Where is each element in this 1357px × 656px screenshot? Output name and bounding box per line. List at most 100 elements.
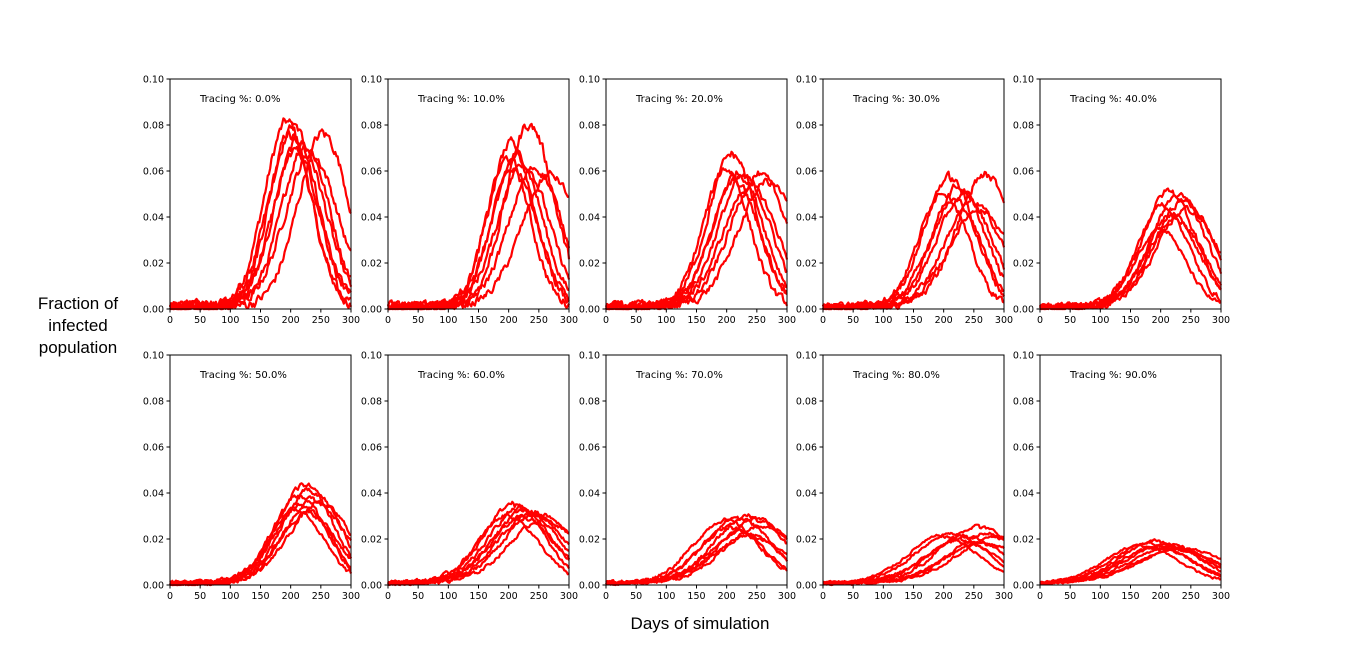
x-tick-label: 0: [1037, 591, 1043, 602]
x-tick-label: 0: [603, 315, 609, 326]
x-tick-label: 200: [500, 591, 518, 602]
series-line-run-8: [169, 152, 352, 311]
series-line-run-7: [605, 524, 788, 586]
x-tick-label: 100: [874, 591, 892, 602]
x-tick-label: 300: [778, 591, 796, 602]
y-tick-label: 0.08: [143, 121, 164, 132]
panel-annotation: Tracing %: 40.0%: [1069, 94, 1157, 105]
y-tick-label: 0.08: [143, 397, 164, 408]
panel-8: 0.00 0.02 0.04 0.06 0.08 0.10 0 50 100 150 200 250 3…: [579, 351, 796, 603]
series-line-run-8: [388, 169, 570, 311]
y-tick-label: 0.10: [579, 75, 600, 86]
x-tick-label: 0: [167, 315, 173, 326]
y-tick-label: 0.02: [1013, 535, 1034, 546]
y-tick-label: 0.08: [579, 121, 600, 132]
y-tick-label: 0.10: [796, 75, 817, 86]
x-tick-label: 300: [995, 315, 1013, 326]
y-axis-label-line-3: population: [38, 338, 118, 357]
y-tick-label: 0.02: [796, 259, 817, 270]
series-line-run-8: [387, 517, 569, 587]
panel-annotation: Tracing %: 0.0%: [199, 94, 280, 105]
x-tick-label: 300: [778, 315, 796, 326]
x-tick-label: 50: [1064, 315, 1076, 326]
y-tick-label: 0.10: [143, 351, 164, 362]
series-line-run-2: [1039, 202, 1222, 310]
y-tick-label: 0.04: [579, 213, 600, 224]
y-axis-label: Fraction of infected population: [18, 293, 138, 359]
y-axis-label-line-1: Fraction of: [37, 294, 119, 313]
y-tick-label: 0.08: [579, 397, 600, 408]
y-tick-label: 0.04: [143, 489, 164, 500]
x-tick-label: 250: [312, 315, 330, 326]
series-line-run-5: [169, 143, 352, 311]
x-tick-label: 50: [412, 591, 424, 602]
x-tick-label: 50: [1064, 591, 1076, 602]
y-tick-label: 0.04: [796, 213, 817, 224]
y-tick-label: 0.06: [579, 167, 600, 178]
panel-3: 0.00 0.02 0.04 0.06 0.08 0.10 0 50 100 150 200 250 3…: [579, 75, 796, 327]
series-line-run-6: [1039, 226, 1222, 311]
panel-annotation: Tracing %: 10.0%: [417, 94, 505, 105]
y-tick-label: 0.06: [796, 443, 817, 454]
y-tick-label: 0.04: [796, 489, 817, 500]
x-tick-label: 50: [630, 591, 642, 602]
y-tick-label: 0.00: [361, 305, 382, 316]
panel-9: 0.00 0.02 0.04 0.06 0.08 0.10 0 50 100 150 200 250 3…: [796, 351, 1013, 603]
y-tick-label: 0.04: [579, 489, 600, 500]
y-tick-label: 0.06: [1013, 167, 1034, 178]
panel-annotation: Tracing %: 50.0%: [199, 370, 287, 381]
series-line-run-6: [169, 506, 353, 587]
series-line-run-5: [170, 502, 352, 587]
x-tick-label: 300: [1212, 315, 1230, 326]
y-tick-label: 0.02: [1013, 259, 1034, 270]
x-tick-label: 0: [1037, 315, 1043, 326]
x-tick-label: 150: [1121, 591, 1139, 602]
panel-annotation: Tracing %: 80.0%: [852, 370, 940, 381]
x-tick-label: 100: [439, 591, 457, 602]
x-tick-label: 150: [251, 591, 269, 602]
panel-annotation: Tracing %: 20.0%: [635, 94, 723, 105]
x-tick-label: 300: [1212, 591, 1230, 602]
y-tick-label: 0.00: [579, 581, 600, 592]
y-tick-label: 0.08: [1013, 397, 1034, 408]
x-tick-label: 200: [500, 315, 518, 326]
y-tick-label: 0.10: [143, 75, 164, 86]
x-tick-label: 300: [560, 591, 578, 602]
y-tick-label: 0.00: [579, 305, 600, 316]
series-line-run-8: [1039, 215, 1223, 311]
y-tick-label: 0.02: [579, 259, 600, 270]
x-tick-label: 300: [995, 591, 1013, 602]
x-tick-label: 150: [687, 591, 705, 602]
x-tick-label: 250: [748, 315, 766, 326]
x-tick-label: 300: [560, 315, 578, 326]
x-tick-label: 150: [251, 315, 269, 326]
y-tick-label: 0.10: [796, 351, 817, 362]
y-tick-label: 0.04: [143, 213, 164, 224]
panel-annotation: Tracing %: 60.0%: [417, 370, 505, 381]
y-tick-label: 0.08: [796, 397, 817, 408]
x-tick-label: 100: [657, 591, 675, 602]
y-tick-label: 0.10: [1013, 351, 1034, 362]
x-tick-label: 250: [312, 591, 330, 602]
y-tick-label: 0.08: [796, 121, 817, 132]
x-tick-label: 250: [1182, 315, 1200, 326]
panel-7: 0.00 0.02 0.04 0.06 0.08 0.10 0 50 100 150 200 250 3…: [361, 351, 578, 603]
series-line-run-8: [823, 208, 1005, 311]
x-tick-label: 250: [530, 591, 548, 602]
x-tick-label: 200: [1152, 591, 1170, 602]
y-tick-label: 0.10: [579, 351, 600, 362]
x-tick-label: 50: [630, 315, 642, 326]
panel-annotation: Tracing %: 70.0%: [635, 370, 723, 381]
y-tick-label: 0.04: [1013, 213, 1034, 224]
panel-1: 0.00 0.02 0.04 0.06 0.08 0.10 0 50 100 150 200 250 3…: [143, 75, 360, 327]
panel-5: 0.00 0.02 0.04 0.06 0.08 0.10 0 50 100 150 200 250 3…: [1013, 75, 1230, 327]
series-line-run-2: [1039, 541, 1222, 585]
series-line-run-7: [822, 170, 1006, 311]
x-tick-label: 100: [1091, 591, 1109, 602]
y-tick-label: 0.08: [361, 397, 382, 408]
y-tick-label: 0.06: [361, 443, 382, 454]
panel-4: 0.00 0.02 0.04 0.06 0.08 0.10 0 50 100 150 200 250 3…: [796, 75, 1013, 327]
x-tick-label: 300: [342, 315, 360, 326]
x-tick-label: 200: [935, 315, 953, 326]
